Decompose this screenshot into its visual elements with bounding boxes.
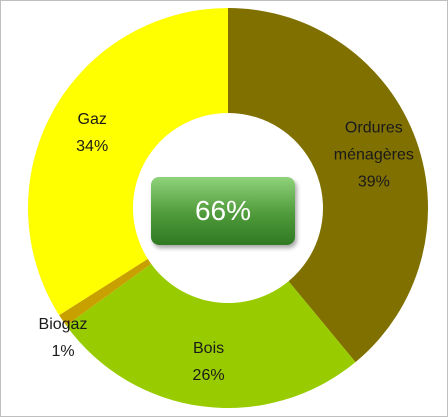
segment-label: Biogaz 1% bbox=[3, 311, 123, 365]
center-label: 66% bbox=[151, 177, 295, 245]
segment-label: Gaz 34% bbox=[32, 106, 152, 160]
value-label: 34% bbox=[76, 138, 109, 156]
donut-segment bbox=[28, 7, 229, 316]
donut-segment bbox=[66, 263, 356, 408]
value-label: 1% bbox=[51, 343, 75, 361]
segment-label: Bois 26% bbox=[149, 335, 269, 389]
category-label: Ordures ménagères bbox=[333, 119, 414, 164]
category-label: Bois bbox=[193, 339, 225, 357]
value-label: 39% bbox=[357, 173, 390, 191]
category-label: Biogaz bbox=[38, 316, 88, 334]
segment-label: Ordures ménagères 39% bbox=[314, 115, 434, 196]
category-label: Gaz bbox=[77, 111, 107, 129]
donut-segment bbox=[59, 258, 152, 326]
value-label: 26% bbox=[192, 366, 225, 384]
donut-segment bbox=[228, 8, 428, 363]
